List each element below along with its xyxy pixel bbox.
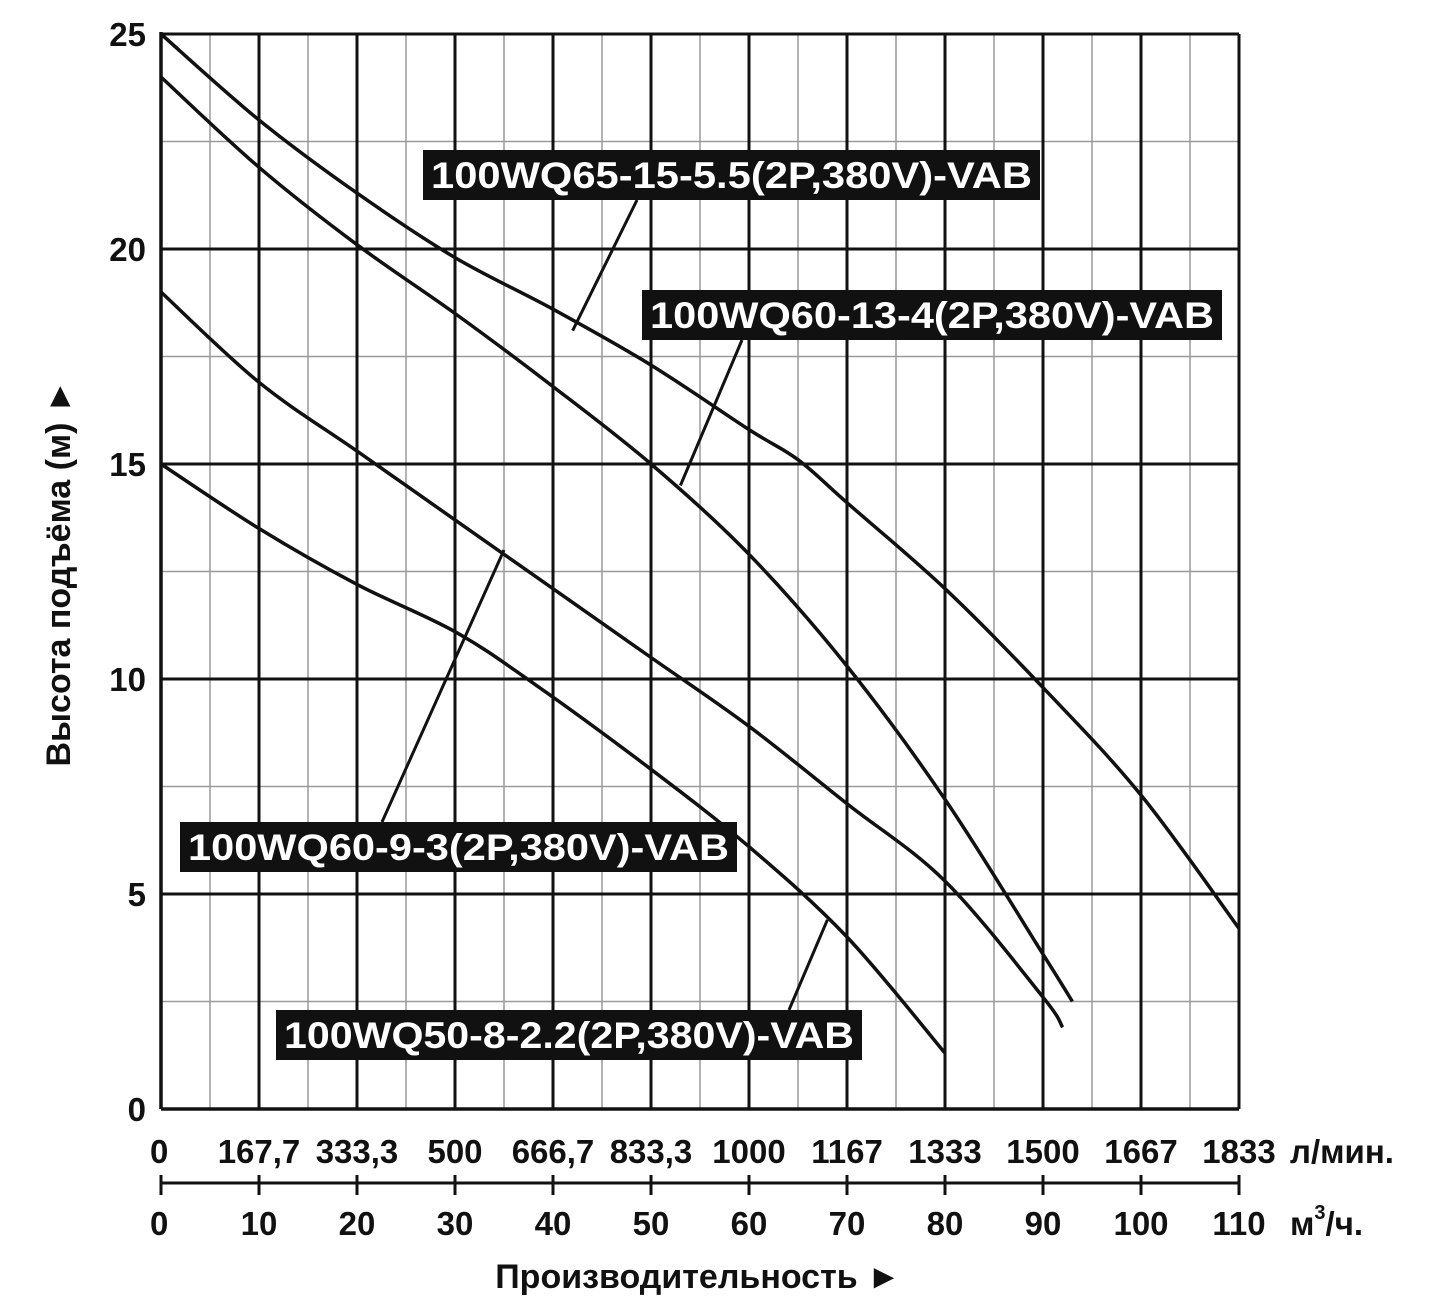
x-tick-label-lmin: 333,3 — [316, 1133, 399, 1170]
x-tick-label-lmin: 0 — [150, 1133, 168, 1170]
x-tick-label-lmin: 1667 — [1104, 1133, 1177, 1170]
x-tick-label-m3h: 70 — [829, 1205, 866, 1242]
x-tick-label-m3h: 0 — [150, 1205, 168, 1242]
series-label-1: 100WQ65-15-5.5(2P,380V)-VAB — [431, 155, 1032, 196]
minor-grid — [161, 34, 1239, 1109]
x-tick-label-lmin: 1167 — [811, 1133, 883, 1170]
x-tick-label-m3h: 20 — [339, 1205, 376, 1242]
y-tick-label: 20 — [109, 231, 146, 268]
x-tick-label-lmin: 1333 — [908, 1133, 981, 1170]
series-line-2 — [159, 75, 1074, 1003]
series-labels: 100WQ65-15-5.5(2P,380V)-VAB 100WQ60-13-4(… — [180, 150, 1222, 1060]
leader-line-2 — [679, 339, 744, 487]
y-tick-label: 5 — [128, 876, 146, 913]
series-label-2: 100WQ60-13-4(2P,380V)-VAB — [650, 295, 1214, 336]
y-axis-title: Высота подъёма (м) ► — [40, 379, 78, 766]
x-tick-label-lmin: 167,7 — [218, 1133, 301, 1170]
y-tick-label: 25 — [109, 16, 146, 53]
x-tick-label-m3h: 60 — [731, 1205, 768, 1242]
series-line-4 — [160, 462, 947, 1055]
label-leader-lines — [380, 199, 829, 1011]
y-tick-label: 15 — [109, 446, 146, 483]
x-tick-label-m3h: 100 — [1113, 1205, 1168, 1242]
series-label-box-4 — [276, 1010, 862, 1060]
x-tick-label-lmin: 833,3 — [610, 1133, 693, 1170]
series-label-3: 100WQ60-9-3(2P,380V)-VAB — [188, 827, 729, 868]
x-unit-m3h-base: м — [1290, 1205, 1314, 1242]
x-tick-label-m3h: 90 — [1025, 1205, 1062, 1242]
major-grid — [161, 32, 1241, 1109]
x-tick-label-m3h: 30 — [437, 1205, 474, 1242]
x-unit-m3h-sup: 3 — [1314, 1202, 1325, 1224]
x-tick-label-lmin: 500 — [427, 1133, 482, 1170]
x-axis-title: Производительность ► — [495, 1258, 901, 1296]
series-label-box-2 — [642, 290, 1222, 340]
x-tick-label-lmin: 1500 — [1006, 1133, 1079, 1170]
x-tick-label-m3h: 110 — [1212, 1205, 1265, 1242]
series-line-1 — [159, 32, 1241, 930]
x-tick-label-lmin: 1000 — [712, 1133, 785, 1170]
x-tick-label-m3h: 80 — [927, 1205, 964, 1242]
series-label-box-1 — [423, 150, 1040, 200]
leader-line-3 — [380, 549, 506, 823]
pump-curves — [159, 32, 1241, 1055]
series-label-box-3 — [180, 822, 737, 872]
series-label-4: 100WQ50-8-2.2(2P,380V)-VAB — [284, 1015, 854, 1056]
series-line-3 — [159, 290, 1065, 1029]
y-tick-label: 10 — [109, 661, 146, 698]
x-unit-lmin: л/мин. — [1290, 1133, 1394, 1170]
x-tick-label-m3h: 50 — [633, 1205, 670, 1242]
x-tick-label-m3h: 10 — [241, 1205, 278, 1242]
x-unit-m3h-suffix: /ч. — [1326, 1205, 1364, 1242]
x-tick-label-lmin: 666,7 — [512, 1133, 595, 1170]
x-tick-label-m3h: 40 — [535, 1205, 572, 1242]
x-tick-label-lmin: 1833 — [1202, 1133, 1275, 1170]
leader-line-4 — [787, 919, 829, 1011]
y-tick-label: 0 — [128, 1091, 146, 1128]
x-unit-m3h: м3/ч. — [1290, 1202, 1363, 1242]
leader-line-1 — [571, 199, 639, 332]
